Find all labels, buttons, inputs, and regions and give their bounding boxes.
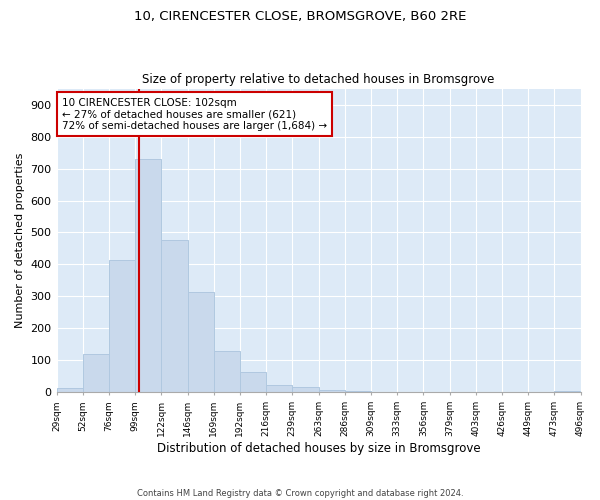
Bar <box>240 372 266 392</box>
Bar <box>266 386 292 392</box>
Text: 10, CIRENCESTER CLOSE, BROMSGROVE, B60 2RE: 10, CIRENCESTER CLOSE, BROMSGROVE, B60 2… <box>134 10 466 23</box>
Bar <box>56 388 83 392</box>
Bar <box>214 351 240 393</box>
Bar <box>345 391 371 392</box>
Text: Contains HM Land Registry data © Crown copyright and database right 2024.: Contains HM Land Registry data © Crown c… <box>137 488 463 498</box>
Bar <box>292 386 319 392</box>
Bar <box>188 292 214 392</box>
X-axis label: Distribution of detached houses by size in Bromsgrove: Distribution of detached houses by size … <box>157 442 481 455</box>
Bar <box>319 390 345 392</box>
Bar <box>161 240 188 392</box>
Text: 10 CIRENCESTER CLOSE: 102sqm
← 27% of detached houses are smaller (621)
72% of s: 10 CIRENCESTER CLOSE: 102sqm ← 27% of de… <box>62 98 327 131</box>
Bar <box>135 159 161 392</box>
Title: Size of property relative to detached houses in Bromsgrove: Size of property relative to detached ho… <box>142 73 495 86</box>
Bar <box>83 354 109 393</box>
Bar <box>109 260 135 392</box>
Bar <box>554 391 580 392</box>
Y-axis label: Number of detached properties: Number of detached properties <box>15 153 25 328</box>
